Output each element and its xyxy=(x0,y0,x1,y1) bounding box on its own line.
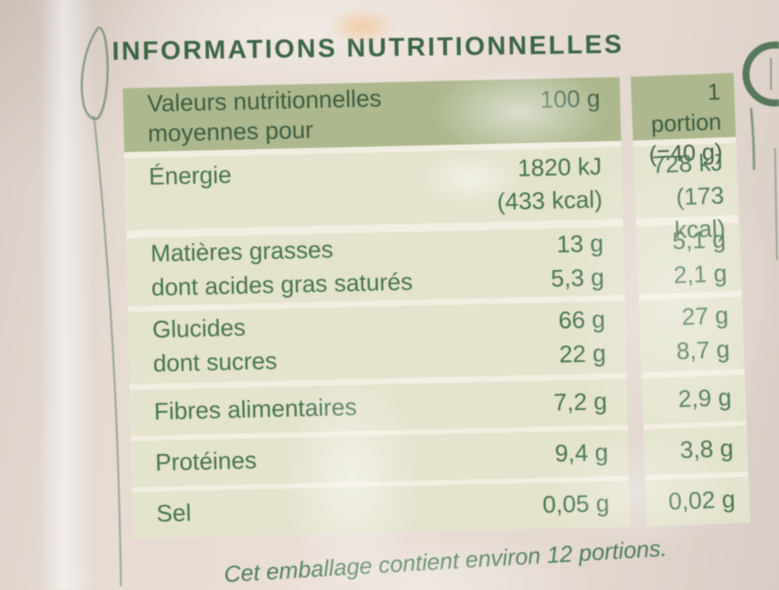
row-label: dont acides gras saturés xyxy=(151,268,414,302)
row-fibres: Fibres alimentaires 7,2 g xyxy=(129,378,628,437)
row-energie: Énergie 1820 kJ (433 kcal) xyxy=(124,146,623,231)
nutrition-table-portion-panel: 1 portion (=40 g) 728 kJ (173 kcal) 5,1 … xyxy=(630,72,751,527)
row-label: Glucides xyxy=(151,314,246,344)
portion-sel: 0,02 g xyxy=(645,476,751,527)
row-group-glucides: Glucides 66 g dont sucres 22 g xyxy=(127,300,627,385)
row-label: Fibres alimentaires xyxy=(153,394,358,426)
value-portion: 5,1 g xyxy=(671,226,727,256)
row-label: Sel xyxy=(156,499,192,528)
value-per100: 0,05 g xyxy=(542,490,610,519)
per-100g-column-header: 100 g xyxy=(539,85,601,114)
value-portion: 27 g xyxy=(681,302,729,331)
value-portion: 0,02 g xyxy=(668,486,736,516)
value-per100: 13 g xyxy=(556,230,604,259)
value-per100: 9,4 g xyxy=(554,439,609,468)
row-label: dont sucres xyxy=(152,347,278,378)
value-per100: 22 g xyxy=(558,340,607,369)
value-per100: 66 g xyxy=(558,306,606,335)
energie-kcal-per100: (433 kcal) xyxy=(496,186,603,216)
row-sel: Sel 0,05 g xyxy=(131,480,630,539)
value-portion: 2,1 g xyxy=(673,260,728,290)
nutrition-table-main-panel: Valeurs nutritionnelles moyennes pour 10… xyxy=(122,76,630,539)
value-per100: 5,3 g xyxy=(550,264,605,293)
row-group-matieres-grasses: Matières grasses 13 g dont acides gras s… xyxy=(126,226,625,307)
value-portion: 8,7 g xyxy=(675,336,731,366)
table-header-row: Valeurs nutritionnelles moyennes pour 10… xyxy=(122,76,622,153)
portion-glucides: 27 g 8,7 g xyxy=(638,296,745,373)
portion-proteines: 3,8 g xyxy=(643,425,749,476)
row-label: Matières grasses xyxy=(150,236,334,268)
row-proteines: Protéines 9,4 g xyxy=(130,429,629,488)
energie-kj-per100: 1820 kJ xyxy=(517,153,602,183)
portion-header-line1: 1 portion xyxy=(650,78,722,137)
value-portion: 2,9 g xyxy=(677,384,732,414)
value-per100: 7,2 g xyxy=(553,388,608,417)
leaf-icon xyxy=(80,26,122,587)
portion-column-header: 1 portion (=40 g) xyxy=(630,72,736,167)
nutrition-table: Valeurs nutritionnelles moyennes pour 10… xyxy=(122,72,751,560)
row-label: Énergie xyxy=(148,161,232,191)
value-portion: 3,8 g xyxy=(679,435,734,465)
row-label: Protéines xyxy=(154,447,257,477)
portion-fibres: 2,9 g xyxy=(641,374,747,425)
portion-matieres-grasses: 5,1 g 2,1 g xyxy=(636,222,742,295)
page-title: INFORMATIONS NUTRITIONNELLES xyxy=(111,28,624,66)
